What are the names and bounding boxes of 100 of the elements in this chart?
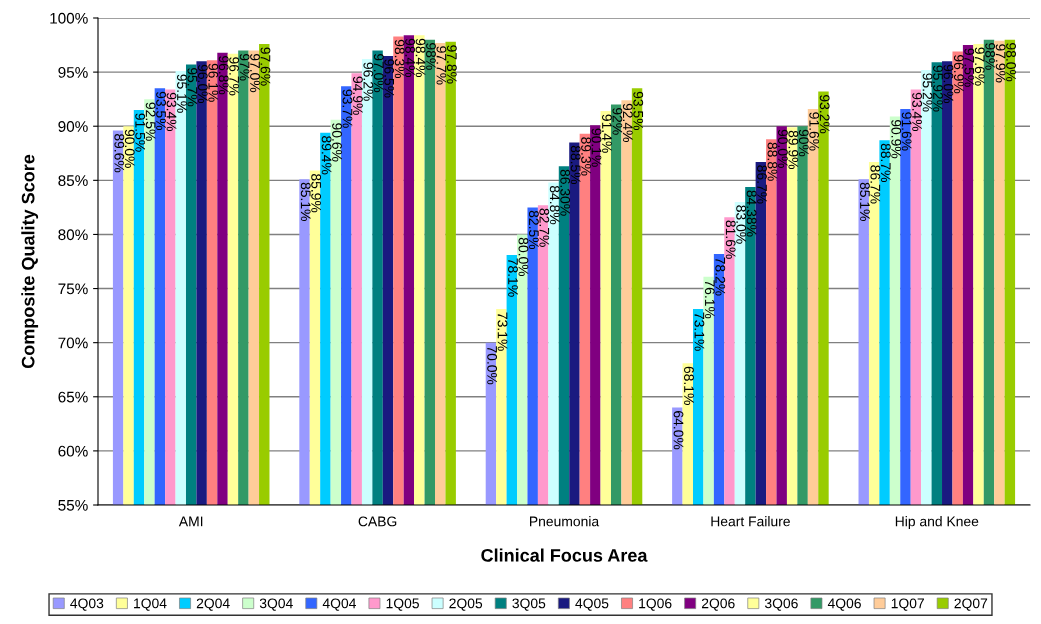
data-label: 91.6% [809,112,820,151]
data-label: 96.0% [197,64,208,103]
y-tick-label: 90% [58,121,88,132]
data-label: 95.92% [933,65,943,112]
y-axis-title: Composite Quality Score [21,154,39,369]
data-label: 86.7% [870,165,881,204]
data-label: 86.30% [560,169,571,216]
data-label: 89.9% [788,130,799,169]
data-label: 85.9% [311,173,322,213]
data-label: 90.0% [124,129,135,168]
data-label: 84.38% [746,190,757,237]
data-label: 96.0% [943,64,954,103]
legend-label: 4Q06 [827,598,861,611]
data-label: 68.1% [684,366,694,405]
data-label: 95.7% [187,67,198,107]
x-tick-label: Heart Failure [711,516,790,527]
y-tick-label: 55% [58,499,88,511]
y-tick-label: 95% [58,66,88,78]
data-label: 98.4% [415,38,426,77]
y-tick-label: 65% [58,391,88,403]
data-label: 96.8% [218,56,229,95]
data-label: 97% [239,53,250,81]
data-label: 93.5% [156,91,166,131]
data-label: 96.2% [363,62,374,101]
data-label: 90% [798,129,809,157]
data-label: 92.5% [145,102,156,141]
data-label: 88.8% [767,142,778,181]
data-label: 98.4% [405,38,416,77]
data-label: 83.0% [736,205,747,244]
legend-label: 1Q05 [386,598,419,611]
data-label: 88.5% [570,145,581,185]
y-tick-label: 60% [58,445,88,457]
data-label: 78.1% [508,258,518,297]
x-tick-label: AMI [178,516,203,527]
data-label: 91.4% [602,114,612,153]
y-tick-label: 80% [58,229,88,241]
data-label: 93.4% [912,92,923,132]
data-label: 84.8% [549,185,560,225]
legend-label: 3Q06 [764,598,798,611]
data-label: 70.0% [487,346,498,385]
data-label: 73.1% [694,312,705,351]
data-label: 91.6% [901,112,912,151]
data-label: 97.6% [974,47,985,86]
data-label: 93.2% [819,95,830,134]
data-label: 90.6% [332,123,342,162]
data-label: 76.1% [704,280,715,319]
data-label: 96.7% [229,57,240,96]
data-label: 82.5% [528,210,539,250]
data-label: 93.7% [342,89,353,128]
data-label: 97.0% [250,53,260,93]
data-label: 98% [426,43,436,70]
data-label: 86.7% [757,165,767,204]
data-label: 92.4% [622,103,633,142]
legend-label: 2Q07 [954,598,988,611]
data-label: 93.4% [166,92,177,132]
data-label: 98% [985,43,996,70]
data-label: 95.1% [177,74,187,113]
data-label: 85.1% [300,182,311,221]
data-label: 98.0% [1006,43,1016,82]
legend-label: 2Q04 [196,598,230,611]
data-label: 89.3% [581,137,591,176]
data-label: 89.4% [321,136,332,175]
data-label: 97.9% [995,44,1006,83]
data-label: 89.6% [114,133,125,173]
legend-label: 2Q06 [701,598,735,611]
data-label: 82.7% [539,208,550,247]
data-label: 96.1% [208,63,219,102]
legend-label: 4Q03 [70,598,104,611]
legend-label: 4Q05 [575,598,609,611]
data-label: 96.9% [953,54,964,94]
legend-label: 2Q05 [449,598,483,611]
x-tick-label: Pneumonia [530,516,600,527]
data-label: 97.8% [446,45,457,84]
y-tick-label: 70% [58,337,88,349]
data-label: 85.1% [860,182,870,221]
data-label: 73.1% [497,312,508,351]
legend-label: 1Q04 [134,598,167,611]
legend-label: 4Q04 [322,598,356,611]
data-label: 80.0% [518,237,529,277]
data-label: 98.3% [394,39,405,79]
x-axis-title: Clinical Focus Area [481,548,648,562]
data-label: 64.0% [673,411,684,450]
data-label: 96.5% [384,59,395,98]
data-label: 94.9% [352,76,363,115]
data-label: 90.9% [891,119,902,159]
data-label: 90.0% [777,129,788,168]
data-label: 88.7% [880,143,891,182]
data-label: 97.7% [436,46,447,85]
y-tick-label: 85% [58,175,88,187]
data-label: 91.5% [135,113,146,152]
data-label: 78.2% [715,257,726,296]
legend-label: 3Q05 [512,598,546,611]
data-label: 90.1% [591,128,602,167]
y-tick-label: 75% [58,283,88,295]
data-label: 92% [612,108,623,135]
data-label: 97.6% [260,47,271,86]
data-label: 97.5% [964,48,975,87]
legend-label: 3Q04 [259,598,293,611]
x-tick-label: Hip and Knee [895,516,979,530]
data-label: 97.0% [373,53,384,93]
